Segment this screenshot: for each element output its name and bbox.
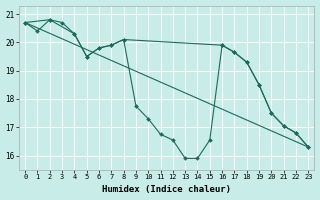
X-axis label: Humidex (Indice chaleur): Humidex (Indice chaleur) [102,185,231,194]
